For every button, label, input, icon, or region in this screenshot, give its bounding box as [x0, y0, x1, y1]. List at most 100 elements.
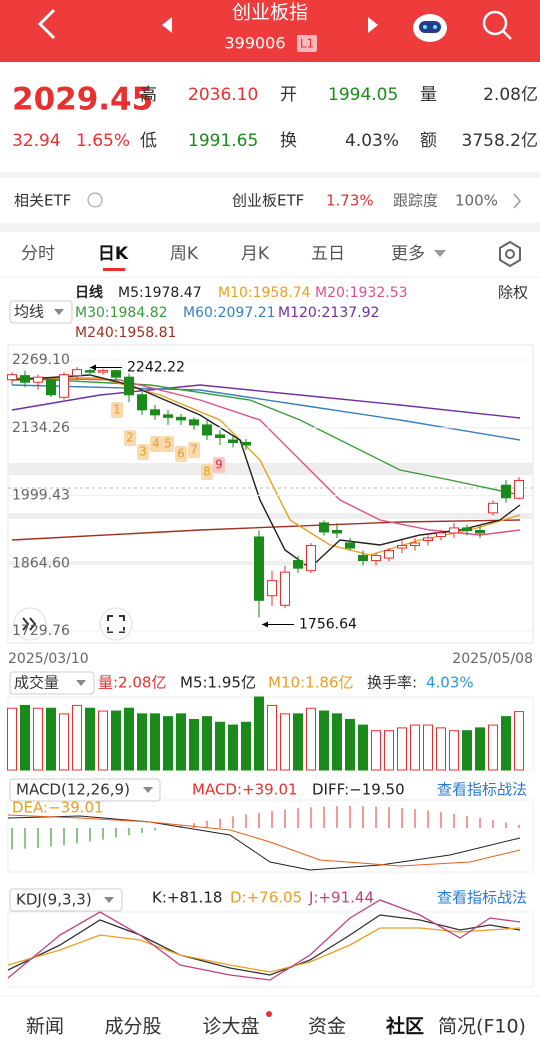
volume-bar [501, 716, 511, 771]
candle-body [462, 527, 472, 531]
vol-legend: M5:1.95亿 [180, 674, 256, 692]
volume-bar [228, 724, 238, 771]
signal-bg [188, 442, 200, 458]
nav-item[interactable]: 新闻 [26, 1016, 64, 1038]
kdj-title[interactable]: KDJ(9,3,3) [16, 891, 92, 909]
label: 量 [420, 85, 437, 105]
diff-line [7, 815, 521, 871]
x-label: 2025/03/10 [8, 651, 89, 667]
volume-bar [423, 724, 433, 771]
nav-item[interactable]: 社区 [385, 1015, 424, 1038]
y-tick-label: 2134.26 [12, 420, 70, 436]
signal: 8 [203, 465, 211, 479]
amount: 3758.2亿 [462, 131, 538, 151]
diff-value: DIFF:−19.50 [312, 781, 405, 799]
candle-body [397, 545, 407, 549]
vol-title[interactable]: 成交量 [14, 674, 59, 692]
candle-body [163, 414, 173, 418]
tab-underline [103, 268, 125, 271]
macd-title[interactable]: MACD(12,26,9) [16, 781, 130, 799]
signal: 1 [113, 403, 121, 417]
period: 日线 [75, 284, 103, 301]
price-band [8, 463, 533, 475]
prev-button[interactable] [162, 17, 172, 33]
next-button[interactable] [368, 17, 378, 33]
candle-body [85, 370, 95, 373]
signal-bg [150, 436, 162, 452]
candle-body [345, 542, 355, 549]
candle-body [241, 441, 251, 446]
robot-icon[interactable] [413, 14, 447, 42]
signal: 7 [190, 443, 198, 457]
signal: 2 [126, 431, 134, 445]
change-pct: 1.65% [76, 131, 130, 151]
volume-bar [150, 713, 160, 771]
volume: 2.08亿 [483, 85, 538, 105]
tab[interactable]: 日K [98, 244, 129, 264]
signal: 9 [215, 458, 223, 472]
nav-item[interactable]: 简况(F10) [438, 1016, 526, 1038]
volume-bar [319, 710, 329, 771]
dea-value: DEA:−39.01 [12, 799, 104, 817]
ma-button[interactable]: 均线 [14, 303, 44, 321]
ma-legend: M60:2097.21 [183, 305, 276, 321]
macd-link[interactable]: 查看指标战法 [437, 781, 527, 799]
volume-bar [59, 713, 69, 771]
volume-bar [7, 707, 17, 771]
adjust[interactable]: 除权 [498, 284, 528, 302]
settings-icon[interactable] [499, 240, 521, 268]
y-tick-label: 1864.60 [12, 555, 70, 571]
candle-body [319, 522, 329, 533]
j-value: J:+91.44 [308, 889, 374, 907]
tab[interactable]: 五日 [311, 244, 345, 264]
signal-bg [124, 430, 136, 446]
top-bar [0, 0, 540, 62]
ma-button-bg[interactable] [9, 300, 73, 324]
tab[interactable]: 分时 [21, 244, 55, 264]
volume-bar [358, 724, 368, 771]
tab[interactable]: 更多 [391, 244, 425, 264]
help-icon[interactable] [87, 192, 103, 208]
dropdown [54, 309, 64, 315]
price: 2029.45 [12, 82, 153, 118]
volume-bar [514, 711, 524, 771]
volume-bar [280, 713, 290, 771]
candle-body [332, 529, 342, 534]
candle-body [488, 502, 498, 514]
candle-body [358, 555, 368, 562]
k-value: K:+81.18 [152, 889, 222, 907]
badge: L1 [300, 37, 314, 51]
nav-item[interactable]: 成分股 [104, 1016, 161, 1038]
volume-bar [241, 721, 251, 771]
y-tick-label: 2269.10 [12, 352, 70, 368]
fullscreen-button[interactable] [99, 607, 133, 641]
etf-name[interactable]: 创业板ETF [232, 192, 304, 210]
volume-bar [137, 713, 147, 771]
search-icon[interactable] [482, 10, 512, 40]
nav-item[interactable]: 资金 [308, 1016, 346, 1038]
kdj-title-bg[interactable] [9, 888, 123, 912]
low-note: 1756.64 [299, 617, 357, 633]
signal-bg [162, 436, 174, 452]
tab[interactable]: 周K [170, 244, 199, 264]
kdj-link[interactable]: 查看指标战法 [437, 889, 527, 907]
ma-legend: M120:2137.92 [278, 305, 379, 321]
volume-bar [163, 716, 173, 771]
divider [0, 223, 540, 232]
vol-title-bg[interactable] [9, 671, 95, 695]
vol-legend: 4.03% [426, 674, 474, 692]
macd-title-bg[interactable] [9, 778, 161, 802]
vol-legend: 量:2.08亿 [98, 674, 166, 692]
arrow-head [262, 621, 268, 628]
divider [0, 172, 540, 178]
volume-bar [449, 730, 459, 771]
d-value: D:+76.05 [230, 889, 302, 907]
zoom-button[interactable] [13, 607, 47, 641]
back-button[interactable] [37, 8, 56, 40]
volume-bar [85, 707, 95, 771]
volume-bar [46, 707, 56, 771]
candle-body [20, 375, 30, 383]
nav-item[interactable]: 诊大盘 [202, 1016, 259, 1038]
tab[interactable]: 月K [241, 244, 270, 264]
